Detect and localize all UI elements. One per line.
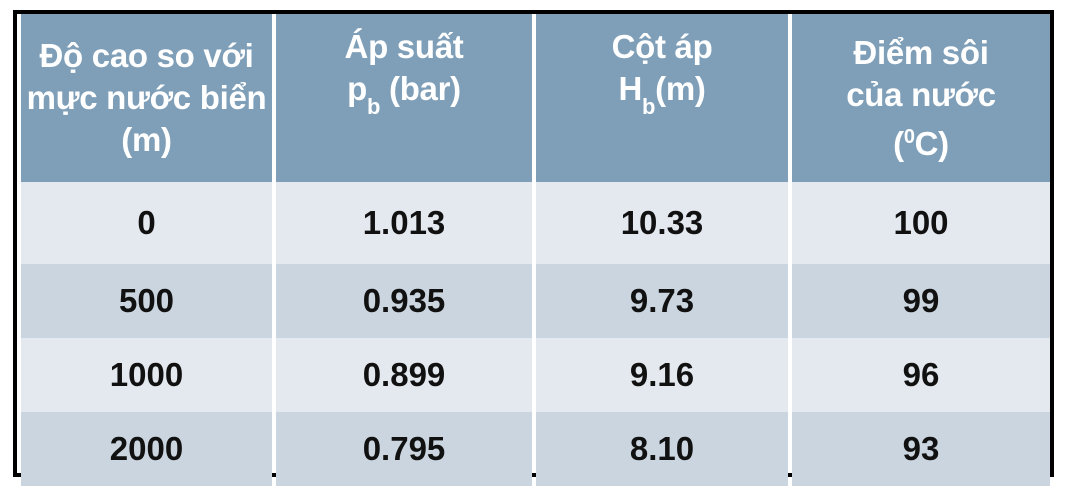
cell-pressure: 1.013	[276, 182, 532, 264]
header-boiling-line1: Điểm sôi	[853, 33, 989, 71]
cell-altitude: 500	[21, 264, 272, 338]
cell-head: 8.10	[536, 412, 788, 486]
cell-head: 10.33	[536, 182, 788, 264]
cell-altitude: 1000	[21, 338, 272, 412]
header-pressure-symbol: p	[347, 70, 367, 107]
cell-pressure: 0.935	[276, 264, 532, 338]
header-pressure-subscript: b	[367, 94, 381, 119]
header-pressure-line1: Áp suất	[344, 28, 464, 65]
cell-altitude: 0	[21, 182, 272, 264]
header-altitude-line1: Độ cao so với	[39, 37, 254, 74]
cell-boiling-point: 96	[792, 338, 1050, 412]
header-row: Độ cao so với mực nước biển (m) Áp suất …	[21, 14, 1050, 182]
table-row: 500 0.935 9.73 99	[21, 264, 1050, 338]
header-altitude-line2: mực nước biển	[26, 79, 267, 116]
altitude-boiling-table: Độ cao so với mực nước biển (m) Áp suất …	[17, 14, 1054, 486]
header-head-symbol: H	[618, 70, 642, 107]
cell-boiling-point: 93	[792, 412, 1050, 486]
table-row: 2000 0.795 8.10 93	[21, 412, 1050, 486]
header-pressure: Áp suất pb (bar)	[276, 14, 532, 182]
cell-altitude: 2000	[21, 412, 272, 486]
header-altitude: Độ cao so với mực nước biển (m)	[21, 14, 272, 182]
header-altitude-line3: (m)	[121, 121, 172, 158]
table-row: 1000 0.899 9.16 96	[21, 338, 1050, 412]
header-boiling-open: (	[893, 124, 904, 162]
cell-head: 9.73	[536, 264, 788, 338]
cell-boiling-point: 100	[792, 182, 1050, 264]
header-boiling-unit: C)	[914, 124, 950, 162]
cell-pressure: 0.795	[276, 412, 532, 486]
header-head-line1: Cột áp	[611, 28, 713, 65]
header-pressure-unit: (bar)	[380, 70, 461, 107]
header-head-subscript: b	[641, 94, 656, 119]
header-boiling-line2: của nước	[846, 75, 996, 113]
header-boiling-point: Điểm sôi của nước (0C)	[792, 14, 1050, 182]
cell-head: 9.16	[536, 338, 788, 412]
header-boiling-degree: 0	[903, 125, 915, 148]
table-row: 0 1.013 10.33 100	[21, 182, 1050, 264]
cell-boiling-point: 99	[792, 264, 1050, 338]
data-table-frame: Độ cao so với mực nước biển (m) Áp suất …	[13, 10, 1054, 486]
header-head: Cột áp Hb(m)	[536, 14, 788, 182]
cell-pressure: 0.899	[276, 338, 532, 412]
header-head-unit: (m)	[655, 70, 706, 107]
